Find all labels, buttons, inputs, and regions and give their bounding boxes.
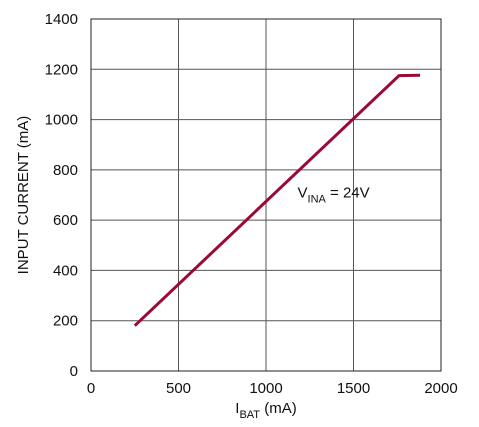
y-tick-labels: 0 200 400 600 800 1000 1200 1400 — [45, 11, 78, 380]
annotation-main: V — [298, 185, 308, 202]
x-axis-label-main: I — [235, 400, 239, 417]
y-tick-label: 600 — [53, 212, 78, 229]
y-tick-label: 1000 — [45, 112, 78, 129]
x-axis-label-rest: (mA) — [260, 400, 297, 417]
x-tick-label: 0 — [87, 380, 95, 397]
y-tick-label: 200 — [53, 313, 78, 330]
x-axis-label-sub: BAT — [239, 409, 260, 421]
y-tick-label: 400 — [53, 262, 78, 279]
x-axis-label: IBAT (mA) — [235, 400, 296, 421]
y-tick-label: 800 — [53, 162, 78, 179]
x-tick-label: 1000 — [249, 380, 282, 397]
plot-frame — [90, 18, 442, 372]
annotation-rest: = 24V — [326, 185, 370, 202]
y-tick-label: 1400 — [45, 11, 78, 28]
x-tick-label: 500 — [166, 380, 191, 397]
y-tick-label: 1200 — [45, 61, 78, 78]
series-group — [133, 73, 421, 327]
x-tick-labels: 0 500 1000 1500 2000 — [87, 380, 458, 397]
annotation-sub: INA — [308, 194, 327, 206]
series-line — [133, 73, 421, 327]
x-tick-label: 2000 — [424, 380, 457, 397]
y-tick-label: 0 — [70, 363, 78, 380]
annotation-label: VINA = 24V — [298, 185, 370, 206]
y-axis-label: INPUT CURRENT (mA) — [15, 116, 32, 275]
x-tick-label: 1500 — [337, 380, 370, 397]
